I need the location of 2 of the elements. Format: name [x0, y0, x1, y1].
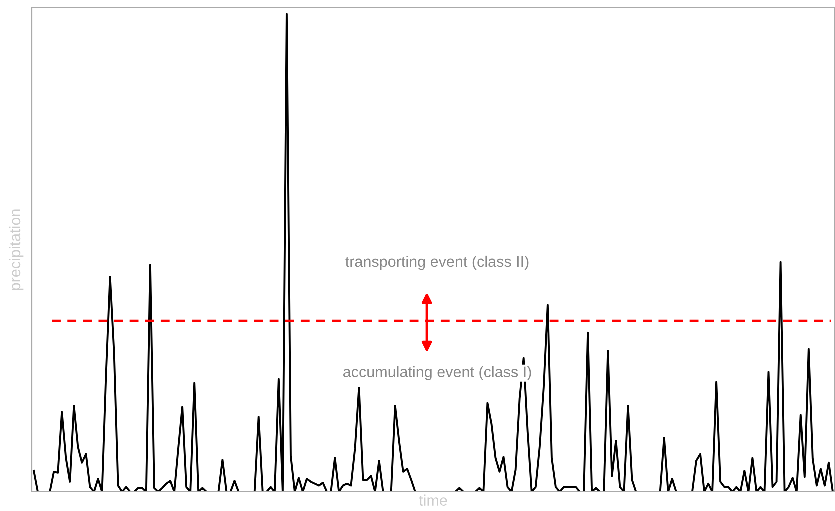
annotation: transporting event (class II) [346, 256, 529, 270]
annotation: accumulating event (class I) [343, 366, 532, 381]
